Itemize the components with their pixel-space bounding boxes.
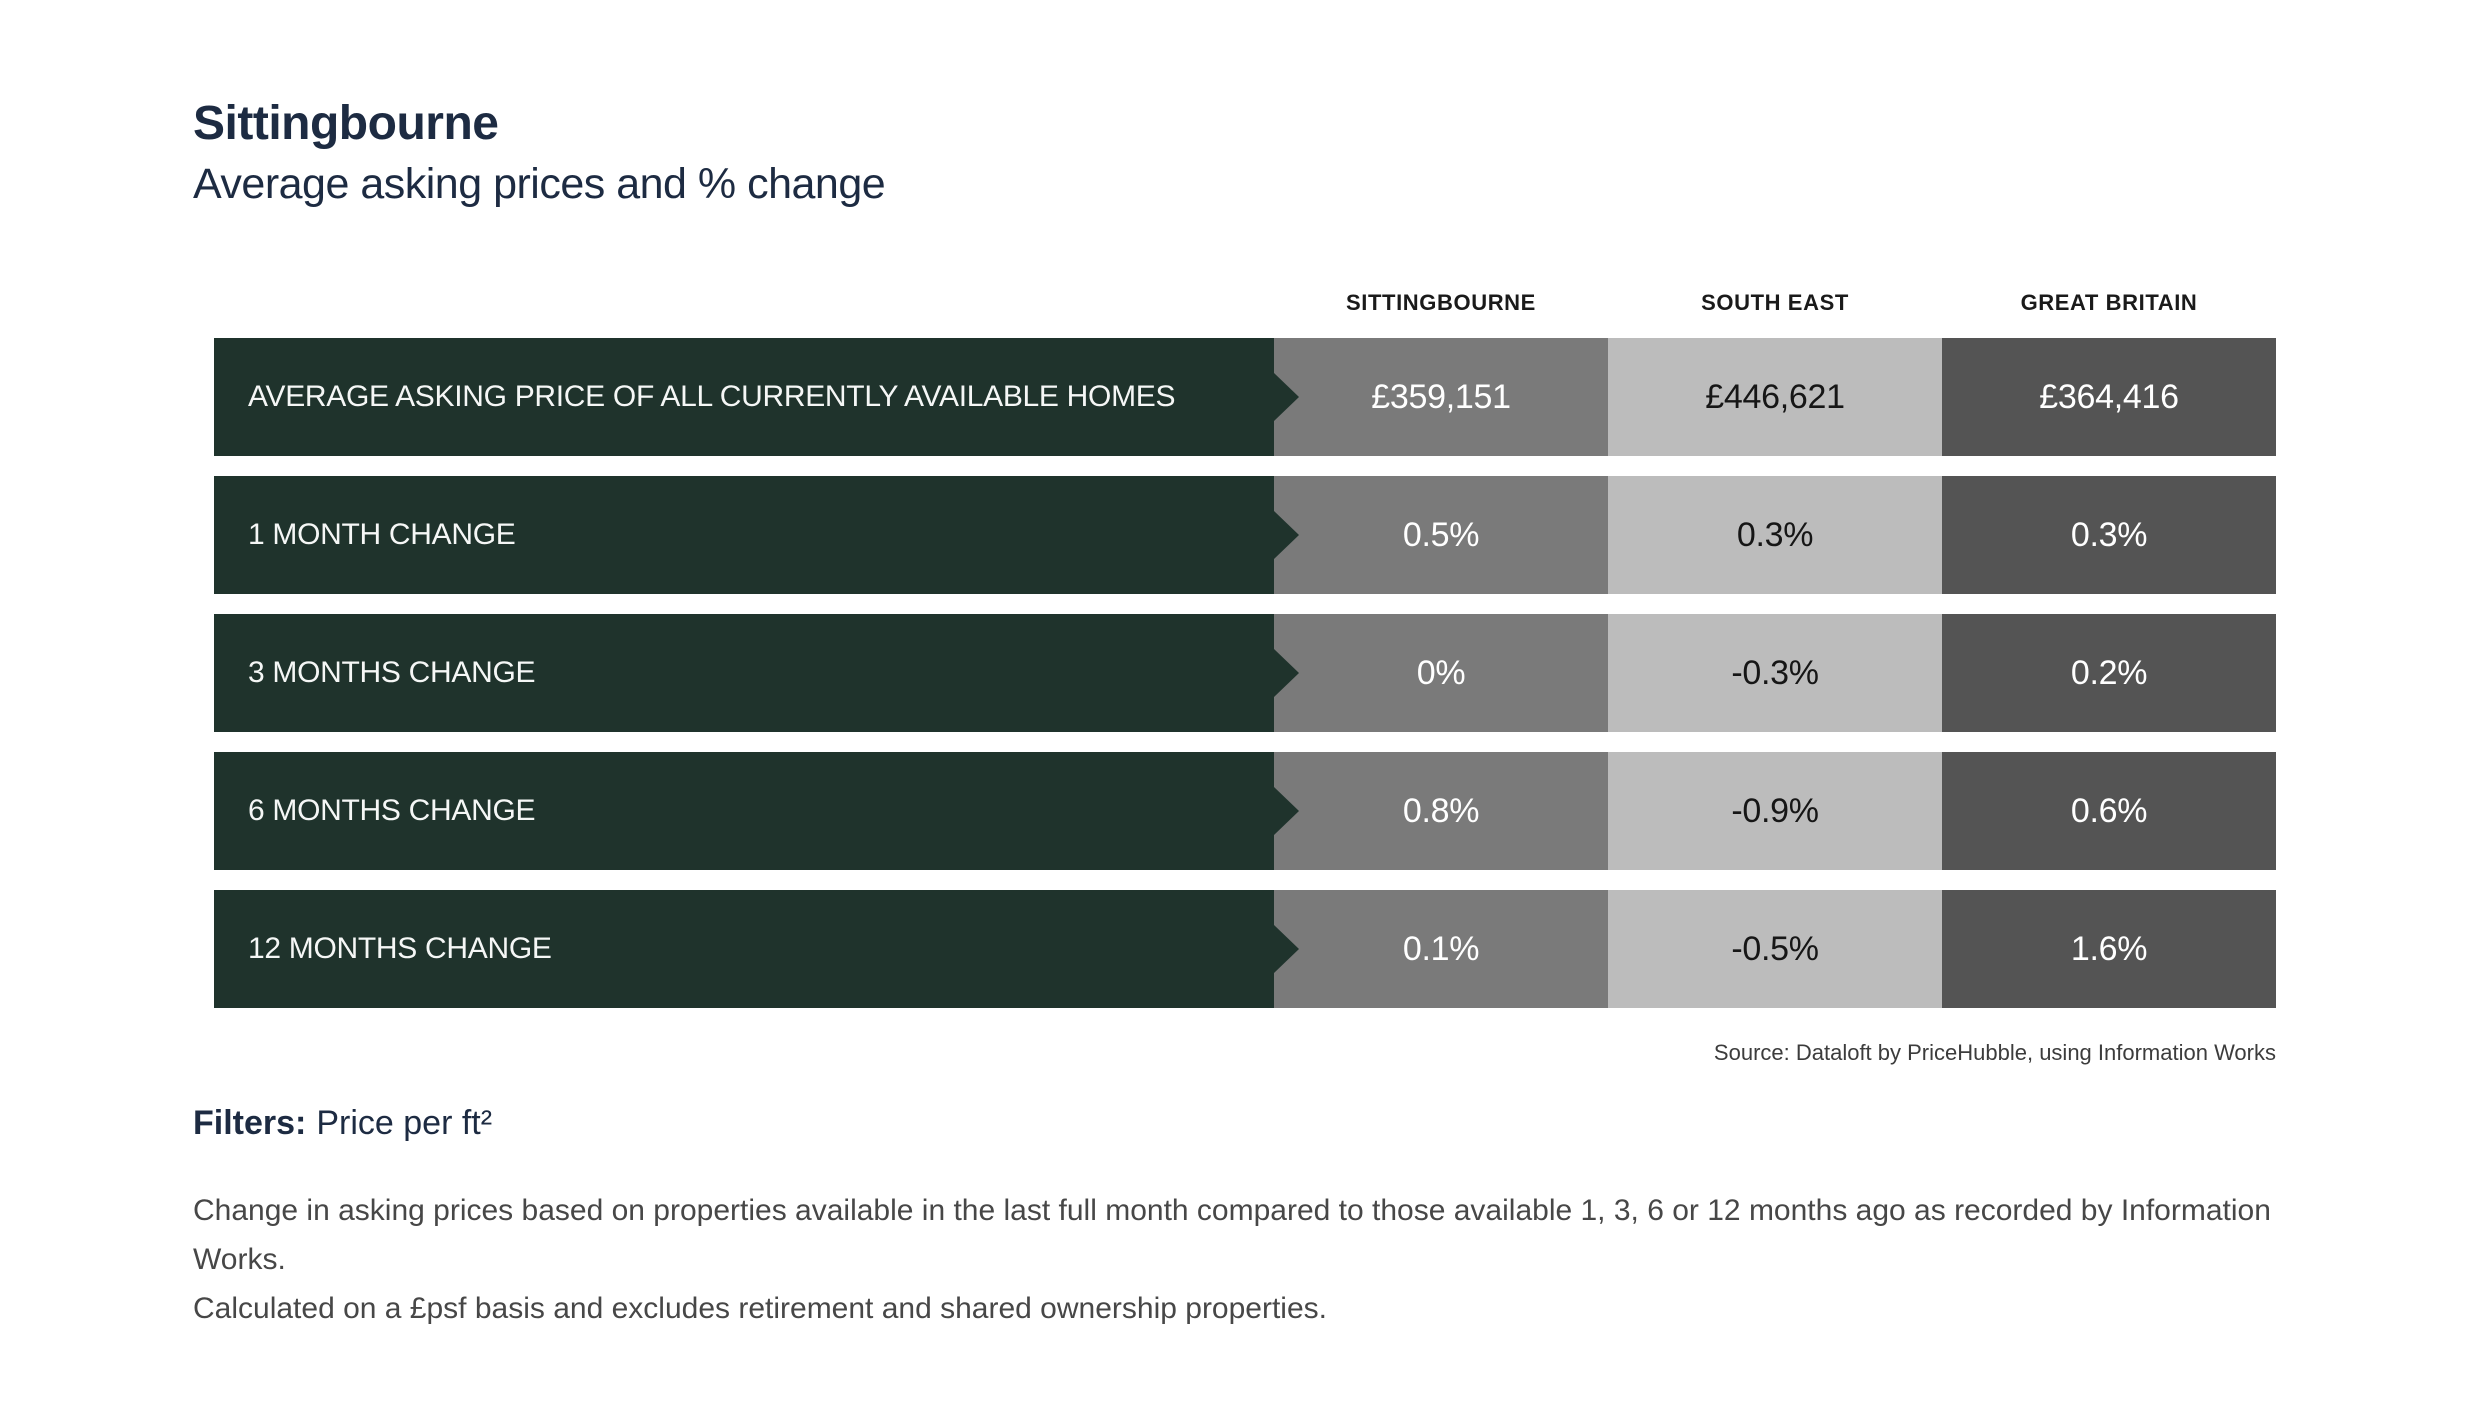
- column-header-south-east: SOUTH EAST: [1701, 290, 1849, 315]
- row-label-6-months-change: 6 MONTHS CHANGE: [214, 752, 1299, 870]
- page-subtitle: Average asking prices and % change: [193, 160, 886, 208]
- value-cell-south-east: £446,621: [1608, 338, 1942, 456]
- column-header-great-britain: GREAT BRITAIN: [2020, 290, 2198, 315]
- value-cell-great-britain: 0.2%: [1942, 614, 2276, 732]
- value-cell-sittingbourne: 0.8%: [1274, 752, 1608, 870]
- filters-value: Price per ft²: [316, 1104, 493, 1142]
- footnote: Change in asking prices based on propert…: [193, 1186, 2343, 1333]
- filters-line: Filters: Price per ft²: [193, 1104, 492, 1143]
- table-row-1-month-change: 1 MONTH CHANGE 0.5% 0.3% 0.3%: [214, 476, 2276, 594]
- table-row-12-months-change: 12 MONTHS CHANGE 0.1% -0.5% 1.6%: [214, 890, 2276, 1008]
- value-cell-great-britain: £364,416: [1942, 338, 2276, 456]
- value-cell-sittingbourne: £359,151: [1274, 338, 1608, 456]
- page-title: Sittingbourne: [193, 97, 499, 150]
- row-label-12-months-change: 12 MONTHS CHANGE: [214, 890, 1299, 1008]
- value-cell-south-east: 0.3%: [1608, 476, 1942, 594]
- footnote-line-1: Change in asking prices based on propert…: [193, 1194, 2271, 1276]
- filters-label: Filters:: [193, 1104, 307, 1142]
- value-cell-great-britain: 1.6%: [1942, 890, 2276, 1008]
- value-cell-south-east: -0.5%: [1608, 890, 1942, 1008]
- table-row-6-months-change: 6 MONTHS CHANGE 0.8% -0.9% 0.6%: [214, 752, 2276, 870]
- value-cell-great-britain: 0.6%: [1942, 752, 2276, 870]
- row-label-average-asking-price: AVERAGE ASKING PRICE OF ALL CURRENTLY AV…: [214, 338, 1299, 456]
- column-header-row: SITTINGBOURNE SOUTH EAST GREAT BRITAIN: [1274, 290, 2276, 316]
- row-label-1-month-change: 1 MONTH CHANGE: [214, 476, 1299, 594]
- value-cell-south-east: -0.3%: [1608, 614, 1942, 732]
- value-cell-south-east: -0.9%: [1608, 752, 1942, 870]
- table-row-3-months-change: 3 MONTHS CHANGE 0% -0.3% 0.2%: [214, 614, 2276, 732]
- column-header-sittingbourne: SITTINGBOURNE: [1346, 290, 1536, 315]
- value-cell-sittingbourne: 0.5%: [1274, 476, 1608, 594]
- value-cell-sittingbourne: 0.1%: [1274, 890, 1608, 1008]
- value-cell-great-britain: 0.3%: [1942, 476, 2276, 594]
- row-label-3-months-change: 3 MONTHS CHANGE: [214, 614, 1299, 732]
- value-cell-sittingbourne: 0%: [1274, 614, 1608, 732]
- table-row-average-asking-price: AVERAGE ASKING PRICE OF ALL CURRENTLY AV…: [214, 338, 2276, 456]
- footnote-line-2: Calculated on a £psf basis and excludes …: [193, 1292, 1327, 1325]
- asking-price-table: SITTINGBOURNE SOUTH EAST GREAT BRITAIN A…: [214, 290, 2276, 1008]
- source-attribution: Source: Dataloft by PriceHubble, using I…: [1713, 1040, 2276, 1065]
